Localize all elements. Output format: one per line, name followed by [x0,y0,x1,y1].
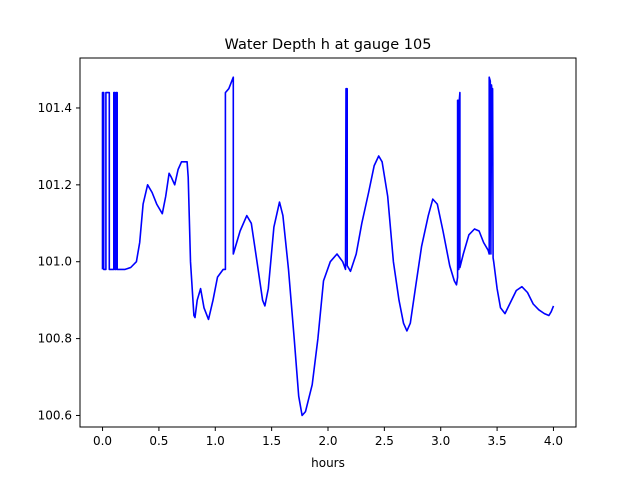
x-tick-label: 2.0 [318,434,337,448]
x-tick-label: 4.0 [544,434,563,448]
y-tick-label: 101.2 [38,178,72,192]
x-axis: 0.0 0.5 1.0 1.5 2.0 2.5 3.0 3.5 4.0 [93,427,563,448]
y-tick-label: 101.4 [38,101,72,115]
x-tick-label: 1.5 [262,434,281,448]
x-tick-label: 3.0 [431,434,450,448]
x-tick-label: 3.5 [488,434,507,448]
x-tick-label: 0.0 [93,434,112,448]
x-tick-label: 0.5 [149,434,168,448]
x-tick-label: 2.5 [375,434,394,448]
x-tick-label: 1.0 [206,434,225,448]
series-line-0 [101,76,555,417]
plot-area [79,57,577,428]
chart-title: Water Depth h at gauge 105 [225,37,432,53]
y-tick-label: 101.0 [38,255,72,269]
x-axis-label: hours [311,456,345,470]
y-axis: 100.6 100.8 101.0 101.2 101.4 [38,101,80,422]
y-tick-label: 100.6 [38,408,72,422]
y-tick-label: 100.8 [38,332,72,346]
axes-frame [79,57,577,428]
